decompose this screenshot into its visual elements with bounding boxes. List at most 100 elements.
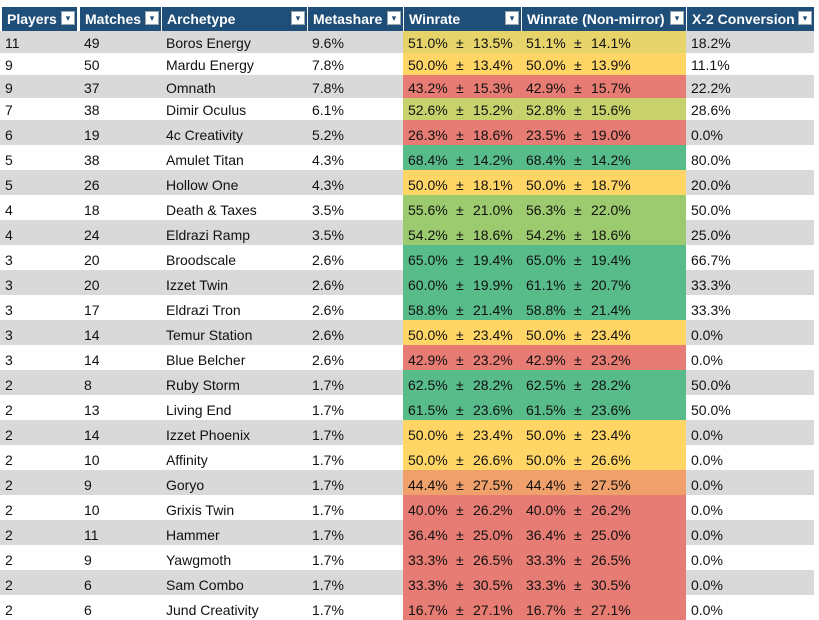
x2-conversion-cell[interactable]: 18.2%	[686, 31, 814, 53]
players-cell[interactable]: 7	[0, 98, 79, 120]
matches-cell[interactable]: 6	[79, 595, 161, 620]
archetype-cell[interactable]: Hollow One	[161, 170, 307, 195]
archetype-cell[interactable]: Amulet Titan	[161, 145, 307, 170]
archetype-cell[interactable]: Goryo	[161, 470, 307, 495]
column-header-players[interactable]: Players ▾	[2, 7, 77, 31]
x2-conversion-cell[interactable]: 33.3%	[686, 295, 814, 320]
x2-conversion-cell[interactable]: 0.0%	[686, 320, 814, 345]
metashare-cell[interactable]: 3.5%	[307, 220, 403, 245]
winrate-non-mirror-cell[interactable]: 23.5% ±19.0%	[521, 120, 686, 145]
x2-conversion-cell[interactable]: 66.7%	[686, 245, 814, 270]
archetype-cell[interactable]: Hammer	[161, 520, 307, 545]
winrate-non-mirror-cell[interactable]: 16.7% ±27.1%	[521, 595, 686, 620]
archetype-cell[interactable]: Omnath	[161, 75, 307, 98]
winrate-cell[interactable]: 52.6% ±15.2%	[403, 98, 521, 120]
matches-cell[interactable]: 17	[79, 295, 161, 320]
players-cell[interactable]: 2	[0, 445, 79, 470]
matches-cell[interactable]: 10	[79, 495, 161, 520]
x2-conversion-cell[interactable]: 22.2%	[686, 75, 814, 98]
winrate-cell[interactable]: 51.0% ±13.5%	[403, 31, 521, 53]
matches-cell[interactable]: 37	[79, 75, 161, 98]
players-cell[interactable]: 4	[0, 195, 79, 220]
metashare-cell[interactable]: 4.3%	[307, 145, 403, 170]
column-header-x2-conversion[interactable]: X-2 Conversion ▾	[687, 7, 814, 31]
players-cell[interactable]: 3	[0, 295, 79, 320]
x2-conversion-cell[interactable]: 25.0%	[686, 220, 814, 245]
metashare-cell[interactable]: 1.7%	[307, 420, 403, 445]
x2-conversion-cell[interactable]: 0.0%	[686, 520, 814, 545]
column-header-winrate-non-mirror[interactable]: Winrate (Non-mirror) ▾	[522, 7, 686, 31]
matches-cell[interactable]: 50	[79, 53, 161, 75]
players-cell[interactable]: 2	[0, 595, 79, 620]
winrate-cell[interactable]: 50.0% ±26.6%	[403, 445, 521, 470]
archetype-cell[interactable]: Living End	[161, 395, 307, 420]
column-header-metashare[interactable]: Metashare ▾	[308, 7, 403, 31]
winrate-non-mirror-cell[interactable]: 51.1% ±14.1%	[521, 31, 686, 53]
winrate-non-mirror-cell[interactable]: 40.0% ±26.2%	[521, 495, 686, 520]
winrate-cell[interactable]: 55.6% ±21.0%	[403, 195, 521, 220]
matches-cell[interactable]: 6	[79, 570, 161, 595]
players-cell[interactable]: 3	[0, 270, 79, 295]
archetype-cell[interactable]: Izzet Twin	[161, 270, 307, 295]
winrate-cell[interactable]: 26.3% ±18.6%	[403, 120, 521, 145]
metashare-cell[interactable]: 1.7%	[307, 595, 403, 620]
matches-cell[interactable]: 19	[79, 120, 161, 145]
winrate-non-mirror-cell[interactable]: 50.0% ±23.4%	[521, 420, 686, 445]
x2-conversion-cell[interactable]: 33.3%	[686, 270, 814, 295]
archetype-cell[interactable]: Dimir Oculus	[161, 98, 307, 120]
x2-conversion-cell[interactable]: 0.0%	[686, 420, 814, 445]
winrate-cell[interactable]: 68.4% ±14.2%	[403, 145, 521, 170]
winrate-cell[interactable]: 33.3% ±30.5%	[403, 570, 521, 595]
metashare-cell[interactable]: 7.8%	[307, 75, 403, 98]
winrate-non-mirror-cell[interactable]: 50.0% ±26.6%	[521, 445, 686, 470]
metashare-cell[interactable]: 1.7%	[307, 545, 403, 570]
winrate-cell[interactable]: 50.0% ±23.4%	[403, 420, 521, 445]
matches-cell[interactable]: 14	[79, 345, 161, 370]
metashare-cell[interactable]: 4.3%	[307, 170, 403, 195]
x2-conversion-cell[interactable]: 0.0%	[686, 120, 814, 145]
winrate-non-mirror-cell[interactable]: 58.8% ±21.4%	[521, 295, 686, 320]
winrate-non-mirror-cell[interactable]: 56.3% ±22.0%	[521, 195, 686, 220]
winrate-cell[interactable]: 65.0% ±19.4%	[403, 245, 521, 270]
metashare-cell[interactable]: 6.1%	[307, 98, 403, 120]
archetype-cell[interactable]: Ruby Storm	[161, 370, 307, 395]
archetype-cell[interactable]: Eldrazi Tron	[161, 295, 307, 320]
winrate-cell[interactable]: 60.0% ±19.9%	[403, 270, 521, 295]
winrate-non-mirror-cell[interactable]: 44.4% ±27.5%	[521, 470, 686, 495]
winrate-cell[interactable]: 44.4% ±27.5%	[403, 470, 521, 495]
winrate-non-mirror-cell[interactable]: 61.5% ±23.6%	[521, 395, 686, 420]
matches-cell[interactable]: 8	[79, 370, 161, 395]
x2-conversion-cell[interactable]: 0.0%	[686, 545, 814, 570]
players-cell[interactable]: 3	[0, 245, 79, 270]
x2-conversion-cell[interactable]: 0.0%	[686, 445, 814, 470]
archetype-cell[interactable]: Mardu Energy	[161, 53, 307, 75]
players-cell[interactable]: 9	[0, 75, 79, 98]
winrate-non-mirror-cell[interactable]: 62.5% ±28.2%	[521, 370, 686, 395]
winrate-non-mirror-cell[interactable]: 42.9% ±15.7%	[521, 75, 686, 98]
metashare-cell[interactable]: 1.7%	[307, 445, 403, 470]
winrate-cell[interactable]: 50.0% ±13.4%	[403, 53, 521, 75]
matches-cell[interactable]: 18	[79, 195, 161, 220]
players-cell[interactable]: 3	[0, 320, 79, 345]
x2-conversion-cell[interactable]: 0.0%	[686, 595, 814, 620]
winrate-cell[interactable]: 16.7% ±27.1%	[403, 595, 521, 620]
x2-conversion-cell[interactable]: 50.0%	[686, 395, 814, 420]
metashare-cell[interactable]: 1.7%	[307, 370, 403, 395]
metashare-cell[interactable]: 1.7%	[307, 495, 403, 520]
filter-dropdown-icon[interactable]: ▾	[505, 11, 519, 25]
metashare-cell[interactable]: 2.6%	[307, 320, 403, 345]
archetype-cell[interactable]: Temur Station	[161, 320, 307, 345]
matches-cell[interactable]: 9	[79, 470, 161, 495]
matches-cell[interactable]: 14	[79, 420, 161, 445]
matches-cell[interactable]: 26	[79, 170, 161, 195]
column-header-archetype[interactable]: Archetype ▾	[162, 7, 307, 31]
players-cell[interactable]: 2	[0, 570, 79, 595]
x2-conversion-cell[interactable]: 20.0%	[686, 170, 814, 195]
metashare-cell[interactable]: 2.6%	[307, 345, 403, 370]
winrate-cell[interactable]: 43.2% ±15.3%	[403, 75, 521, 98]
column-header-matches[interactable]: Matches ▾	[80, 7, 161, 31]
winrate-non-mirror-cell[interactable]: 33.3% ±26.5%	[521, 545, 686, 570]
archetype-cell[interactable]: Grixis Twin	[161, 495, 307, 520]
archetype-cell[interactable]: Boros Energy	[161, 31, 307, 53]
players-cell[interactable]: 9	[0, 53, 79, 75]
